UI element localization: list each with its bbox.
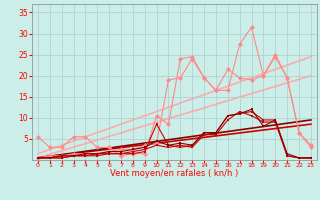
X-axis label: Vent moyen/en rafales ( kn/h ): Vent moyen/en rafales ( kn/h ) — [110, 169, 238, 178]
